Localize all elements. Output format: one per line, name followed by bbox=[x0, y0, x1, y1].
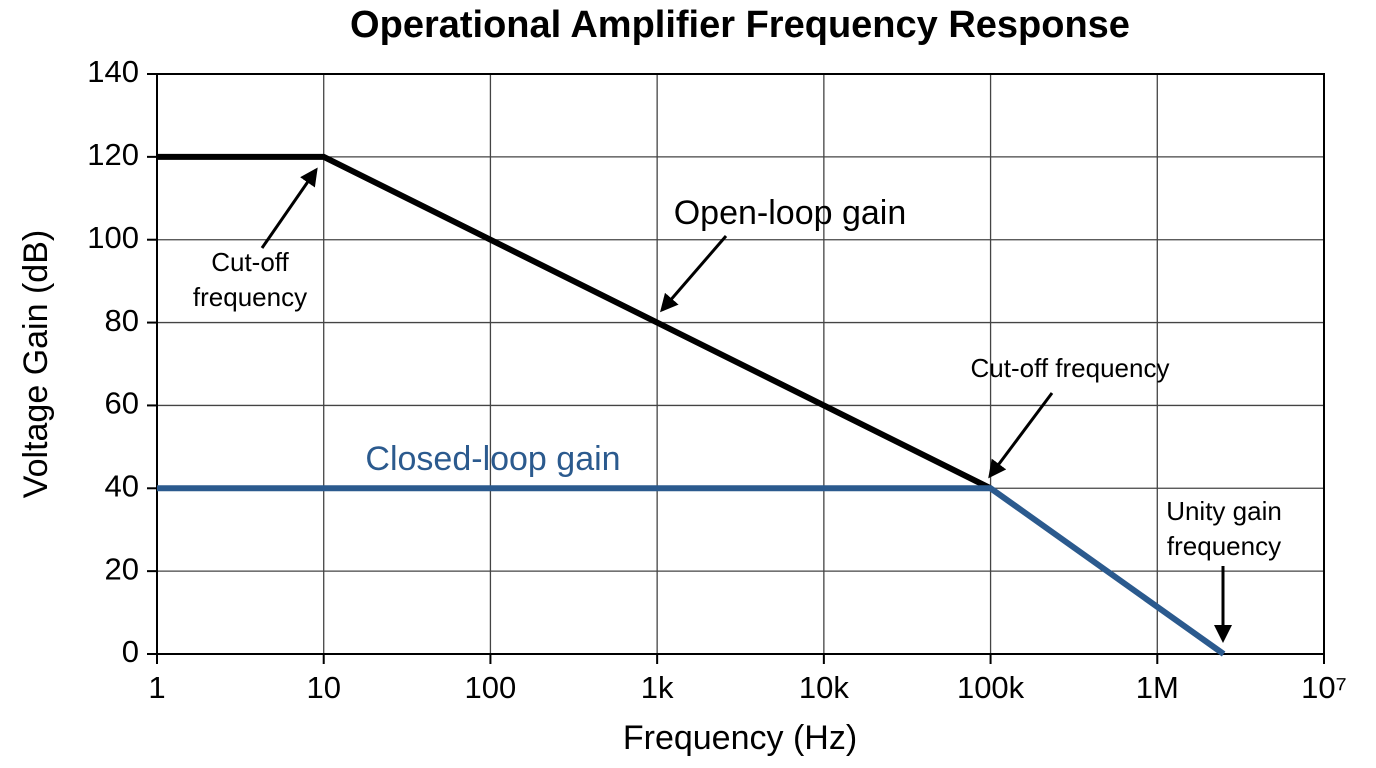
y-tick-label: 20 bbox=[105, 551, 139, 586]
annotation: frequency bbox=[1167, 531, 1281, 561]
annotation: Cut-off bbox=[211, 247, 289, 277]
y-tick-label: 40 bbox=[105, 468, 139, 503]
chart-title: Operational Amplifier Frequency Response bbox=[350, 4, 1130, 46]
y-tick-label: 0 bbox=[122, 634, 139, 669]
y-tick-label: 80 bbox=[105, 303, 139, 338]
arrow bbox=[660, 235, 728, 313]
y-axis-label: Voltage Gain (dB) bbox=[17, 230, 55, 498]
arrow bbox=[988, 392, 1054, 479]
annotation: frequency bbox=[193, 282, 307, 312]
x-tick-label: 1M bbox=[1136, 670, 1179, 705]
series-label: Open-loop gain bbox=[674, 194, 907, 232]
x-tick-label: 1 bbox=[148, 670, 165, 705]
series-line bbox=[157, 153, 992, 491]
y-tick-label: 100 bbox=[87, 220, 139, 255]
plot-frame bbox=[156, 73, 1325, 655]
x-tick-label: 100k bbox=[957, 670, 1025, 705]
x-tick-label: 10k bbox=[799, 670, 849, 705]
x-tick-label: 1k bbox=[641, 670, 674, 705]
arrows bbox=[260, 167, 1232, 643]
annotation: Unity gain bbox=[1166, 496, 1282, 526]
series-line bbox=[157, 485, 1226, 657]
x-tick-label: 10 bbox=[306, 670, 340, 705]
plot-area: 0 20 40 60 80 100 120 140 1 10 100 1k 10k 100k 1M 10⁷ bbox=[87, 54, 1347, 705]
y-tick-label: 140 bbox=[87, 54, 139, 89]
x-axis-label: Frequency (Hz) bbox=[623, 719, 857, 757]
x-tick-label: 100 bbox=[465, 670, 517, 705]
x-tick-label: 10⁷ bbox=[1301, 670, 1347, 705]
y-tick-label: 60 bbox=[105, 386, 139, 421]
y-tick-label: 120 bbox=[87, 137, 139, 172]
annotation: Cut-off frequency bbox=[971, 353, 1170, 383]
series-label: Closed-loop gain bbox=[365, 440, 620, 478]
arrow bbox=[260, 167, 318, 249]
